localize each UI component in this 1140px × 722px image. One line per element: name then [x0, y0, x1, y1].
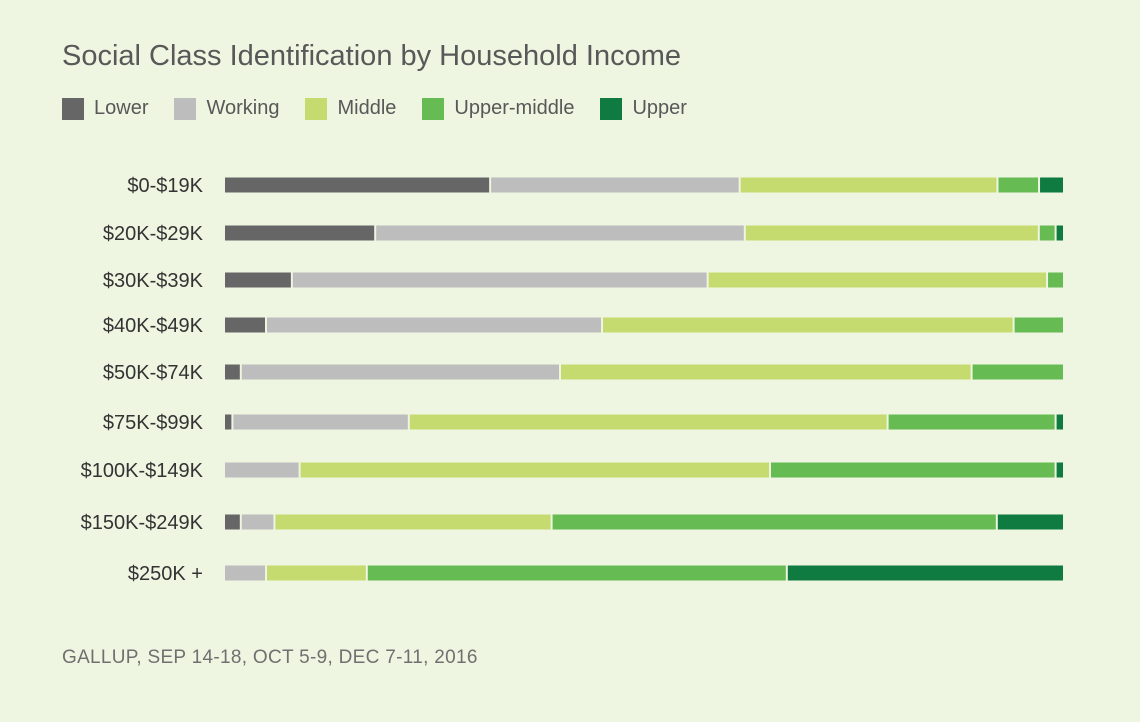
legend-swatch: [174, 97, 197, 120]
bar-segment-lower: [225, 414, 232, 430]
bar-segment-upper-middle: [367, 565, 786, 581]
bar-segment-upper-middle: [1039, 225, 1055, 241]
stacked-bar-chart: $0-$19K $20K-$29K $30K-$39K $40K-$49K $50K-$…: [81, 175, 1063, 585]
legend-item: Upper-middle: [422, 97, 574, 120]
bar-segment-working: [376, 225, 744, 241]
category-label: $40K-$49K: [103, 315, 204, 337]
category-label: $30K-$39K: [103, 270, 204, 292]
bar-segment-lower: [225, 177, 490, 193]
legend: Lower Working Middle Upper-middle Upper: [62, 97, 713, 120]
bar-segment-middle: [708, 272, 1047, 288]
bar-segment-working: [267, 317, 601, 333]
bar-segment-working: [241, 514, 274, 530]
bar-segment-middle: [409, 414, 887, 430]
legend-swatch: [62, 97, 84, 120]
chart-title: Social Class Identification by Household…: [62, 40, 681, 72]
bar-segment-upper-middle: [552, 514, 996, 530]
legend-label: Lower: [94, 97, 149, 119]
legend-item: Upper: [600, 97, 687, 120]
bar-segment-middle: [745, 225, 1038, 241]
legend-label: Upper-middle: [454, 97, 575, 119]
legend-swatch: [305, 97, 328, 120]
bar-segment-middle: [740, 177, 997, 193]
bar-segment-upper-middle: [888, 414, 1055, 430]
category-label: $250K +: [128, 563, 203, 585]
bar-segment-middle: [603, 317, 1013, 333]
bar-segment-upper-middle: [1048, 272, 1063, 288]
category-label: $20K-$29K: [103, 223, 204, 245]
bar-segment-upper-middle: [1014, 317, 1063, 333]
bar-segment-upper: [1056, 414, 1063, 430]
bar-segment-working: [491, 177, 739, 193]
bar-segment-lower: [225, 317, 265, 333]
bar-segment-upper-middle: [998, 177, 1039, 193]
bar-segment-lower: [225, 225, 375, 241]
bar-segment-upper: [1056, 225, 1063, 241]
category-label: $150K-$249K: [81, 512, 204, 534]
bar-segment-lower: [225, 272, 291, 288]
category-label: $100K-$149K: [81, 460, 204, 482]
bar-segment-middle: [267, 565, 366, 581]
bar-segment-working: [241, 364, 560, 380]
legend-item: Middle: [305, 97, 396, 120]
source-note: GALLUP, SEP 14-18, OCT 5-9, DEC 7-11, 20…: [62, 647, 478, 668]
legend-swatch: [600, 97, 623, 120]
bar-segment-upper: [787, 565, 1063, 581]
bar-segment-lower: [225, 364, 240, 380]
bar-segment-upper-middle: [972, 364, 1063, 380]
legend-label: Upper: [632, 97, 687, 119]
bar-segment-working: [233, 414, 408, 430]
category-label: $75K-$99K: [103, 412, 204, 434]
category-label: $50K-$74K: [103, 362, 204, 384]
legend-label: Working: [206, 97, 280, 119]
bar-segment-lower: [225, 514, 240, 530]
legend-item: Working: [174, 97, 279, 120]
bar-segment-upper: [1040, 177, 1063, 193]
legend-swatch: [422, 97, 445, 120]
bar-segment-upper: [997, 514, 1063, 530]
bar-segment-working: [292, 272, 707, 288]
bar-segment-upper: [1056, 462, 1063, 478]
bar-segment-working: [225, 565, 265, 581]
bar-segment-upper-middle: [771, 462, 1055, 478]
category-label: $0-$19K: [127, 175, 203, 197]
legend-label: Middle: [337, 97, 397, 119]
bar-segment-middle: [300, 462, 769, 478]
legend-item: Lower: [62, 97, 148, 120]
bar-segment-middle: [275, 514, 551, 530]
bar-segment-middle: [561, 364, 971, 380]
bar-segment-working: [225, 462, 299, 478]
